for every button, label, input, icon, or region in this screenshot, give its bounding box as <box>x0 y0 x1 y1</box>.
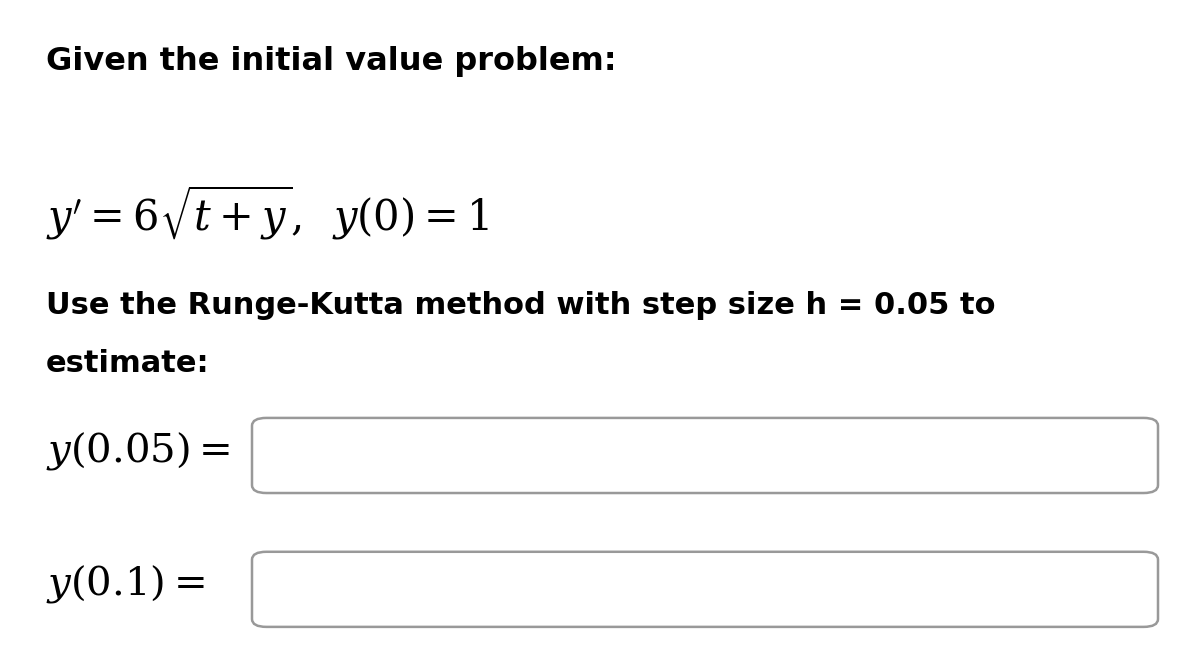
Text: Given the initial value problem:: Given the initial value problem: <box>46 46 617 76</box>
Text: estimate:: estimate: <box>46 349 209 378</box>
Text: Use the Runge-Kutta method with step size h = 0.05 to: Use the Runge-Kutta method with step siz… <box>46 291 995 319</box>
FancyBboxPatch shape <box>252 418 1158 493</box>
Text: $y(0.05) =$: $y(0.05) =$ <box>46 430 230 471</box>
FancyBboxPatch shape <box>252 552 1158 627</box>
Text: $y' = 6\sqrt{t+y}, \;\; y(0) = 1$: $y' = 6\sqrt{t+y}, \;\; y(0) = 1$ <box>46 183 488 242</box>
Text: $y(0.1) =$: $y(0.1) =$ <box>46 564 204 605</box>
